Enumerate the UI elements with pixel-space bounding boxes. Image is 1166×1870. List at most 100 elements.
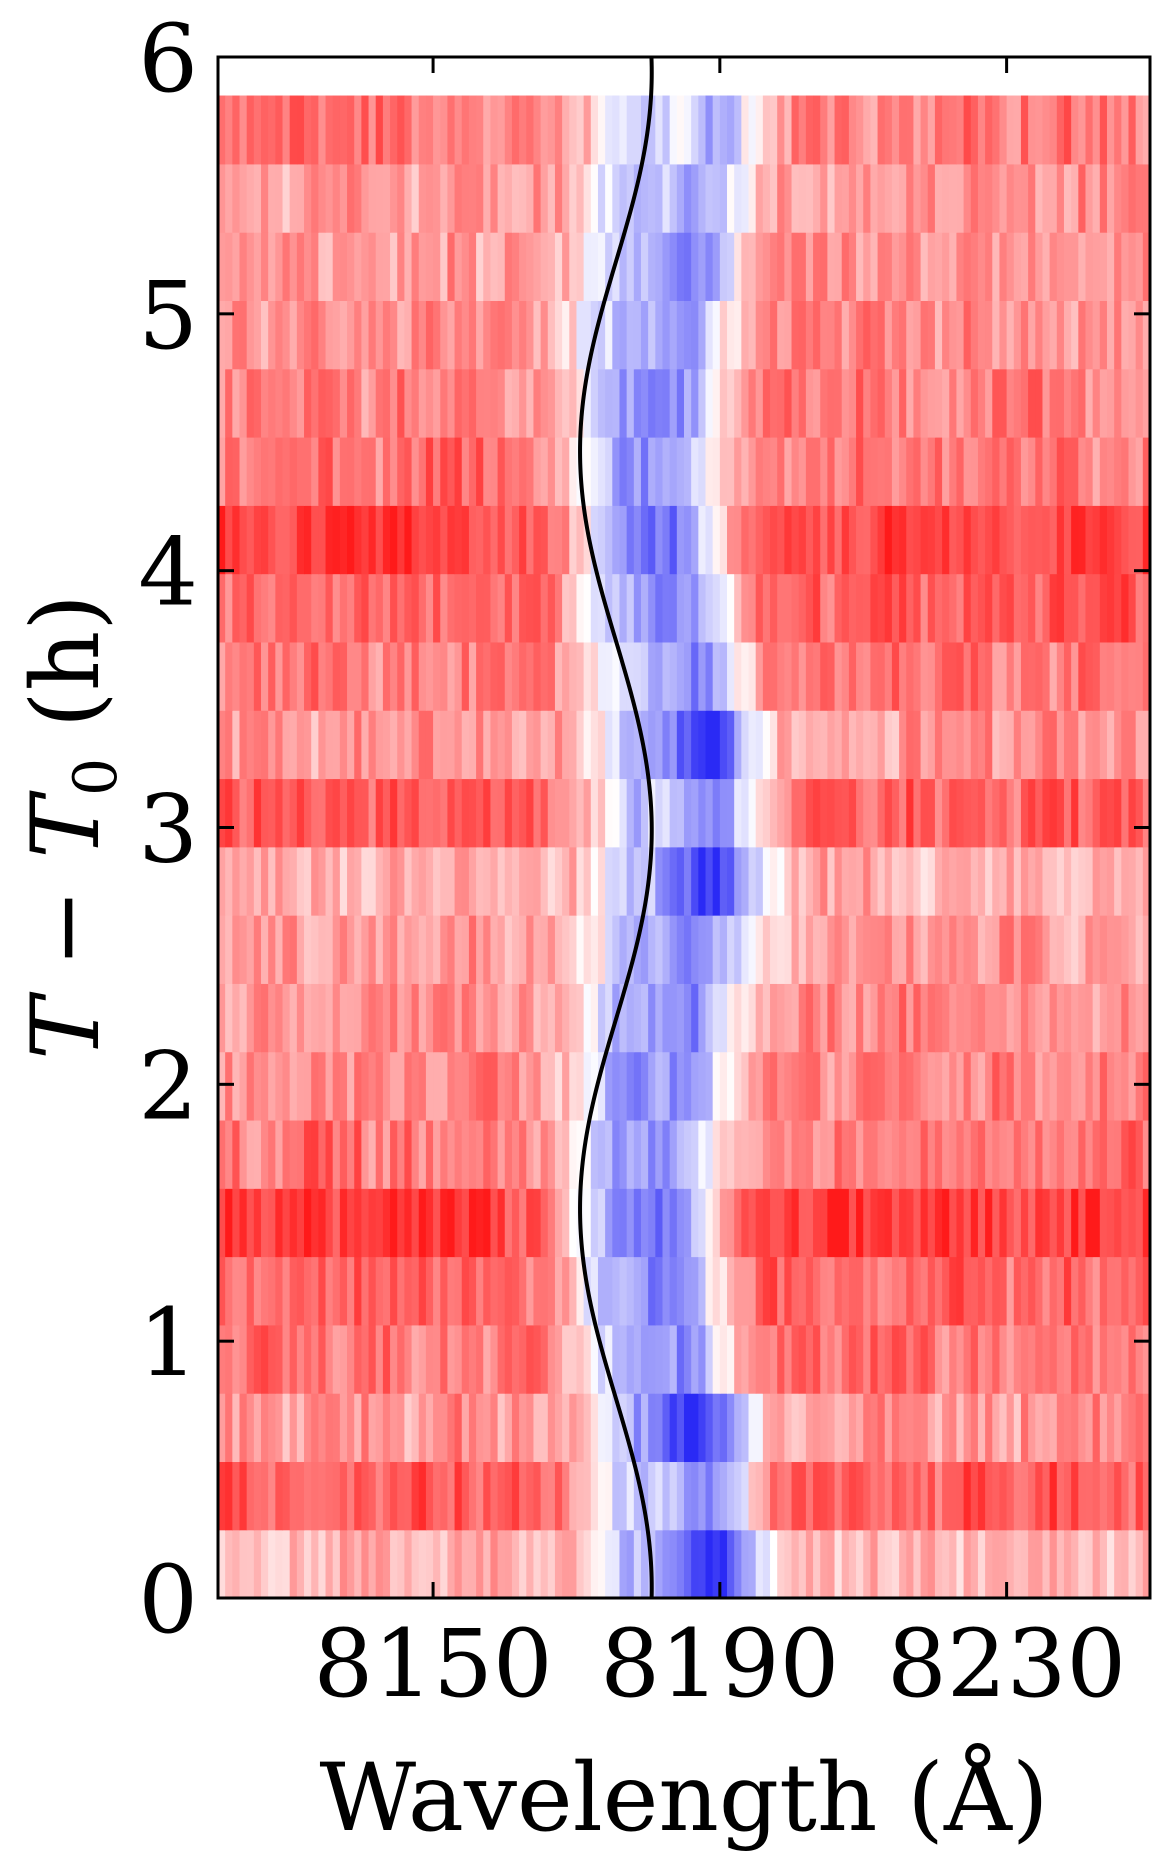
heatmap-cell <box>411 983 420 1053</box>
heatmap-cell <box>1121 232 1130 301</box>
heatmap-cell <box>339 778 348 848</box>
heatmap-cell <box>1114 641 1122 711</box>
heatmap-cell <box>483 573 492 643</box>
heatmap-cell <box>648 505 656 575</box>
heatmap-cell <box>626 368 635 438</box>
heatmap-cell <box>841 95 850 165</box>
heatmap-cell <box>461 915 470 984</box>
heatmap-cell <box>504 163 513 233</box>
heatmap-cell <box>540 915 549 984</box>
heatmap-cell <box>619 300 628 370</box>
heatmap-cell <box>253 232 262 301</box>
heatmap-cell <box>913 232 922 301</box>
heatmap-cell <box>1035 300 1044 370</box>
heatmap-cell <box>791 232 800 301</box>
heatmap-cell <box>404 232 413 301</box>
heatmap-cell <box>411 232 420 301</box>
heatmap-cell <box>239 300 248 370</box>
heatmap-cell <box>927 95 936 165</box>
heatmap-cell <box>942 915 950 984</box>
heatmap-cell <box>447 437 456 506</box>
heatmap-cell <box>992 915 1001 984</box>
heatmap-cell <box>554 1324 563 1394</box>
heatmap-cell <box>633 710 642 780</box>
heatmap-cell <box>992 368 1001 438</box>
heatmap-cell <box>511 846 520 916</box>
heatmap-cell <box>1128 368 1137 438</box>
heatmap-cell <box>433 505 441 575</box>
heatmap-cell <box>648 1324 656 1394</box>
heatmap-cell <box>877 641 886 711</box>
heatmap-cell <box>361 1461 370 1531</box>
heatmap-cell <box>354 1393 362 1463</box>
heatmap-cell <box>612 300 621 370</box>
heatmap-cell <box>289 368 298 438</box>
heatmap-cell <box>576 505 585 575</box>
heatmap-cell <box>1142 1324 1150 1394</box>
heatmap-cell <box>347 710 355 780</box>
heatmap-cell <box>985 163 993 233</box>
heatmap-cell <box>640 437 649 506</box>
heatmap-cell <box>1114 437 1122 506</box>
heatmap-cell <box>1099 1529 1108 1598</box>
heatmap-cell <box>970 437 979 506</box>
heatmap-cell <box>1063 300 1072 370</box>
heatmap-cell <box>1071 1119 1079 1189</box>
heatmap-cell <box>375 95 384 165</box>
heatmap-cell <box>476 1461 484 1531</box>
heatmap-cell <box>361 641 370 711</box>
heatmap-cell <box>820 437 828 506</box>
heatmap-cell <box>891 368 900 438</box>
heatmap-cell <box>956 1461 965 1531</box>
heatmap-cell <box>748 846 757 916</box>
heatmap-cell <box>949 1461 958 1531</box>
heatmap-cell <box>268 1188 276 1258</box>
heatmap-cell <box>906 1461 915 1531</box>
heatmap-cell <box>339 1051 348 1121</box>
heatmap-cell <box>296 846 305 916</box>
heatmap-cell <box>296 437 305 506</box>
heatmap-cell <box>977 1393 986 1463</box>
heatmap-cell <box>1028 1324 1036 1394</box>
heatmap-cell <box>540 1119 549 1189</box>
heatmap-cell <box>605 778 613 848</box>
heatmap-cell <box>813 1393 821 1463</box>
heatmap-cell <box>418 1188 427 1258</box>
heatmap-cell <box>533 1051 542 1121</box>
heatmap-cell <box>662 1119 671 1189</box>
heatmap-cell <box>834 641 843 711</box>
heatmap-cell <box>533 1529 542 1598</box>
heatmap-cell <box>655 710 664 780</box>
heatmap-cell <box>791 778 800 848</box>
heatmap-cell <box>476 300 484 370</box>
heatmap-cell <box>554 1051 563 1121</box>
heatmap-cell <box>841 1324 850 1394</box>
heatmap-cell <box>985 1393 993 1463</box>
heatmap-cell <box>712 1529 721 1598</box>
heatmap-cell <box>813 505 821 575</box>
heatmap-cell <box>454 95 463 165</box>
heatmap-cell <box>963 163 972 233</box>
heatmap-cell <box>253 95 262 165</box>
heatmap-cell <box>719 505 728 575</box>
heatmap-cell <box>282 1393 291 1463</box>
heatmap-cell <box>669 163 678 233</box>
heatmap-cell <box>354 641 362 711</box>
heatmap-cell <box>311 573 319 643</box>
heatmap-cell <box>282 163 291 233</box>
heatmap-cell <box>734 573 742 643</box>
heatmap-cell <box>1092 778 1101 848</box>
heatmap-cell <box>669 573 678 643</box>
heatmap-cell <box>547 1256 556 1326</box>
heatmap-cell <box>870 505 879 575</box>
heatmap-cell <box>820 368 828 438</box>
heatmap-cell <box>612 778 621 848</box>
heatmap-cell <box>834 778 843 848</box>
heatmap-cell <box>361 505 370 575</box>
heatmap-cell <box>1035 573 1044 643</box>
heatmap-cell <box>999 1324 1008 1394</box>
heatmap-cell <box>218 368 226 438</box>
heatmap-cell <box>411 1529 420 1598</box>
heatmap-cell <box>375 573 384 643</box>
heatmap-cell <box>318 505 327 575</box>
